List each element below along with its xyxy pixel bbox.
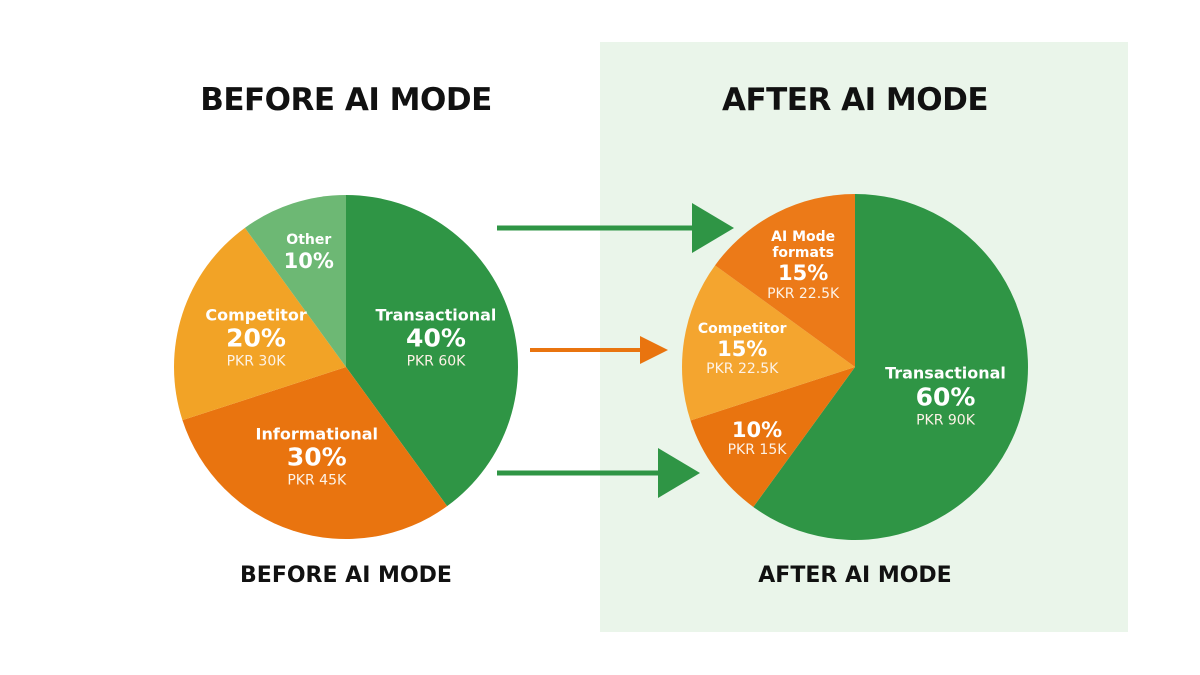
- pie-slice: [682, 265, 855, 421]
- slice-percent: 15%: [717, 337, 768, 362]
- slice-amount: PKR 90K: [916, 411, 975, 428]
- arrow-head: [658, 448, 700, 498]
- pie-slice: [182, 367, 448, 540]
- arrows: [497, 203, 734, 498]
- slice-name: Informational: [255, 424, 378, 444]
- pie-slice: [244, 195, 346, 367]
- pie-slice: [690, 367, 855, 507]
- slice-percent: 15%: [778, 261, 829, 286]
- slice-percent: 30%: [286, 442, 347, 472]
- slice-percent: 20%: [226, 323, 286, 353]
- slice-name: Other: [286, 232, 332, 249]
- slice-name: AI Mode formats: [771, 229, 836, 262]
- pie-slice: [715, 194, 855, 367]
- slice-amount: PKR 30K: [226, 353, 286, 370]
- slice-label: Informational 30% PKR 45K: [247, 424, 387, 489]
- chart-title: AFTER AI MODE: [721, 82, 989, 118]
- arrow-head: [692, 203, 734, 253]
- slice-amount: PKR 15K: [727, 442, 787, 459]
- slice-amount: PKR 22.5K: [706, 361, 779, 378]
- slice-label: 10% PKR 15K: [707, 418, 807, 458]
- slice-percent: 10%: [731, 418, 783, 443]
- slice-label: Competitor 15% PKR 22.5K: [692, 321, 792, 377]
- slice-amount: PKR 22.5K: [767, 285, 840, 302]
- slice-label: Transactional 60% PKR 90K: [875, 363, 1015, 428]
- slice-name: Transactional: [375, 305, 497, 325]
- slice-percent: 60%: [915, 382, 976, 412]
- arrow-head: [640, 336, 668, 364]
- slice-name: Competitor: [697, 320, 787, 337]
- slice-label: Other 10%: [259, 232, 359, 272]
- slice-name: Competitor: [205, 305, 307, 325]
- slice-percent: 40%: [406, 323, 466, 353]
- pie-slice: [753, 194, 1028, 540]
- pie-slice: [174, 227, 346, 421]
- chart-title: BEFORE AI MODE: [200, 82, 492, 118]
- slice-label: AI Mode formats 15% PKR 22.5K: [753, 229, 853, 301]
- chart-caption: BEFORE AI MODE: [240, 563, 452, 588]
- slice-label: Transactional 40% PKR 60K: [366, 305, 506, 370]
- slice-amount: PKR 60K: [406, 353, 466, 370]
- chart-caption: AFTER AI MODE: [758, 563, 952, 588]
- slice-label: Competitor 20% PKR 30K: [186, 305, 326, 370]
- slice-amount: PKR 45K: [287, 472, 347, 489]
- slice-percent: 10%: [283, 248, 334, 273]
- pie-slice: [346, 195, 518, 507]
- slice-name: Transactional: [885, 363, 1006, 383]
